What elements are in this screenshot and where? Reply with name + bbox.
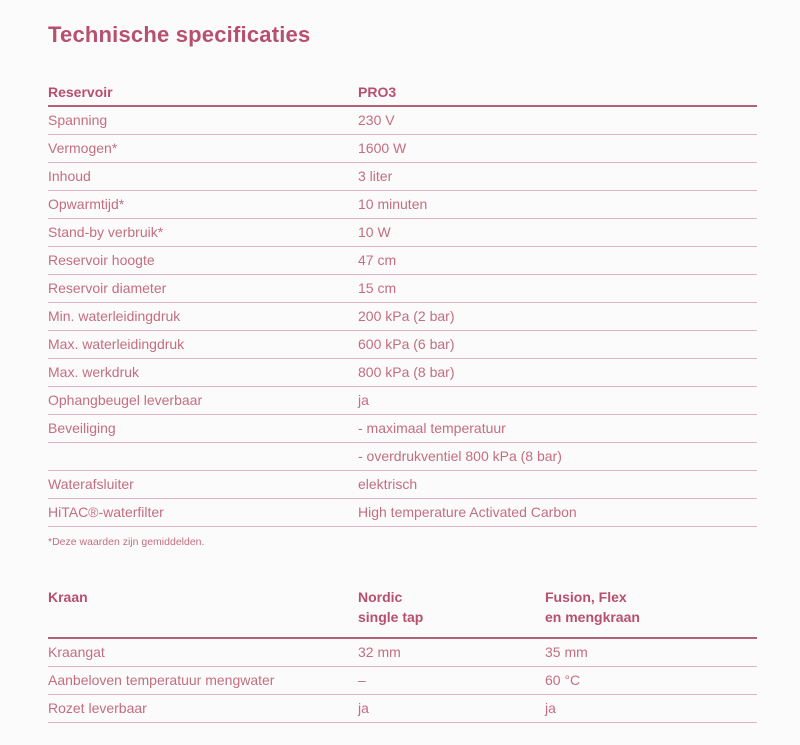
kraan-table-header-row: Kraan Nordic single tap Fusion, Flex en … <box>48 587 757 639</box>
column-header-pro3: PRO3 <box>358 84 397 100</box>
spec-value: elektrisch <box>358 476 418 492</box>
spec-value: ja <box>358 392 369 408</box>
spec-label: HiTAC®-waterfilter <box>48 504 164 520</box>
spec-value: 800 kPa (8 bar) <box>358 364 455 380</box>
spec-label: Stand-by verbruik* <box>48 224 164 240</box>
spec-value-fusion: ja <box>545 699 556 716</box>
reservoir-spec-table: Reservoir PRO3 Spanning 230 V Vermogen* … <box>48 85 757 527</box>
spec-value-nordic: 32 mm <box>358 643 401 660</box>
spec-label: Reservoir diameter <box>48 280 167 296</box>
spec-label: Max. waterleidingdruk <box>48 336 185 352</box>
spec-label: Opwarmtijd* <box>48 196 125 212</box>
table-row-beveiliging-2: - overdrukventiel 800 kPa (8 bar) <box>48 443 757 471</box>
spec-value: 3 liter <box>358 168 393 184</box>
column-header-nordic-single-tap: Nordic single tap <box>358 589 424 626</box>
table-row-max-waterleidingdruk: Max. waterleidingdruk 600 kPa (6 bar) <box>48 331 757 359</box>
spec-label: Inhoud <box>48 168 91 184</box>
spec-value: 47 cm <box>358 252 397 268</box>
column-header-fusion-flex-mengkraan: Fusion, Flex en mengkraan <box>545 589 640 626</box>
spec-value: 600 kPa (6 bar) <box>358 336 455 352</box>
table-row-reservoir-diameter: Reservoir diameter 15 cm <box>48 275 757 303</box>
column-header-reservoir: Reservoir <box>48 84 113 100</box>
column-header-kraan: Kraan <box>48 589 88 605</box>
table-row-ophangbeugel: Ophangbeugel leverbaar ja <box>48 387 757 415</box>
spec-value-nordic: ja <box>358 699 369 716</box>
spec-value: 200 kPa (2 bar) <box>358 308 455 324</box>
spec-value: High temperature Activated Carbon <box>358 504 577 520</box>
table-row-hitac-waterfilter: HiTAC®-waterfilter High temperature Acti… <box>48 499 757 527</box>
table-row-inhoud: Inhoud 3 liter <box>48 163 757 191</box>
spec-value: 230 V <box>358 112 395 128</box>
table-row-max-werkdruk: Max. werkdruk 800 kPa (8 bar) <box>48 359 757 387</box>
table-row-waterafsluiter: Waterafsluiter elektrisch <box>48 471 757 499</box>
spec-value: 10 minuten <box>358 196 428 212</box>
spec-label: Max. werkdruk <box>48 364 140 380</box>
spec-value: 10 W <box>358 224 391 240</box>
spec-value: - overdrukventiel 800 kPa (8 bar) <box>358 448 562 464</box>
table-row-spanning: Spanning 230 V <box>48 107 757 135</box>
spec-value: 15 cm <box>358 280 397 296</box>
spec-value-fusion: 60 °C <box>545 671 581 688</box>
spec-label: Vermogen* <box>48 140 118 156</box>
kraan-spec-table: Kraan Nordic single tap Fusion, Flex en … <box>48 587 757 723</box>
table-row-min-waterleidingdruk: Min. waterleidingdruk 200 kPa (2 bar) <box>48 303 757 331</box>
table-row-reservoir-hoogte: Reservoir hoogte 47 cm <box>48 247 757 275</box>
table-row-aanbeloven-temperatuur: Aanbeloven temperatuur mengwater – 60 °C <box>48 667 757 695</box>
spec-label: Rozet leverbaar <box>48 699 147 716</box>
table-row-standby-verbruik: Stand-by verbruik* 10 W <box>48 219 757 247</box>
spec-label: Kraangat <box>48 643 105 660</box>
spec-label: Reservoir hoogte <box>48 252 155 268</box>
table-row-beveiliging-1: Beveiliging - maximaal temperatuur <box>48 415 757 443</box>
spec-value: - maximaal temperatuur <box>358 420 506 436</box>
table-row-rozet-leverbaar: Rozet leverbaar ja ja <box>48 695 757 723</box>
table-row-kraangat: Kraangat 32 mm 35 mm <box>48 639 757 667</box>
table-row-vermogen: Vermogen* 1600 W <box>48 135 757 163</box>
spec-label: Min. waterleidingdruk <box>48 308 181 324</box>
spec-value-fusion: 35 mm <box>545 643 588 660</box>
spec-label: Aanbeloven temperatuur mengwater <box>48 671 275 688</box>
spec-label: Ophangbeugel leverbaar <box>48 392 203 408</box>
reservoir-table-header-row: Reservoir PRO3 <box>48 85 757 107</box>
spec-value: 1600 W <box>358 140 407 156</box>
table-row-opwarmtijd: Opwarmtijd* 10 minuten <box>48 191 757 219</box>
spec-value-nordic: – <box>358 671 366 688</box>
spec-label: Spanning <box>48 112 108 128</box>
spec-label: Beveiliging <box>48 420 116 436</box>
spec-label: Waterafsluiter <box>48 476 134 492</box>
page-title: Technische specificaties <box>48 22 311 47</box>
footnote: *Deze waarden zijn gemiddelden. <box>48 536 205 548</box>
